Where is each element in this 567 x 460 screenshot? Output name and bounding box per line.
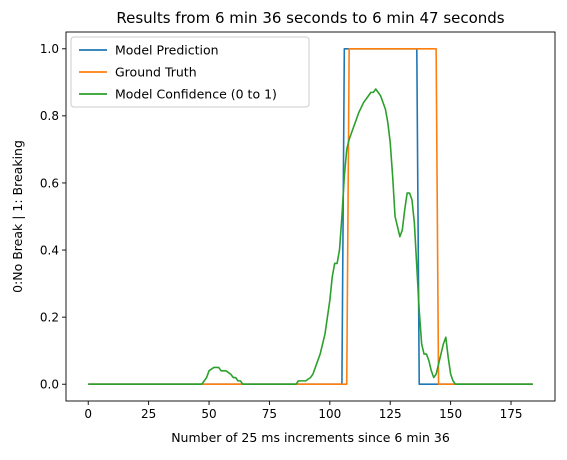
y-tick-label: 0.4	[40, 243, 59, 257]
y-axis-ticks: 0.0 0.2 0.4 0.6 0.8 1.0	[40, 42, 66, 391]
legend: Model Prediction Ground Truth Model Confid…	[71, 37, 309, 107]
x-tick-label: 0	[84, 407, 92, 421]
legend-label-3: Model Confidence (0 to 1)	[115, 87, 277, 102]
y-tick-label: 0.6	[40, 176, 59, 190]
series-line-3	[88, 89, 533, 384]
legend-label-2: Ground Truth	[115, 65, 197, 80]
y-tick-label: 1.0	[40, 42, 59, 56]
x-tick-label: 25	[141, 407, 156, 421]
chart-title: Results from 6 min 36 seconds to 6 min 4…	[116, 9, 504, 27]
legend-label-1: Model Prediction	[115, 43, 219, 58]
x-axis-label: Number of 25 ms increments since 6 min 3…	[171, 430, 450, 445]
x-tick-label: 100	[318, 407, 341, 421]
y-tick-label: 0.0	[40, 378, 59, 392]
x-tick-label: 125	[379, 407, 402, 421]
y-axis-label: 0:No Break | 1: Breaking	[10, 140, 25, 293]
y-tick-label: 0.8	[40, 109, 59, 123]
x-tick-label: 50	[201, 407, 216, 421]
x-tick-label: 75	[262, 407, 277, 421]
x-tick-label: 150	[439, 407, 462, 421]
x-tick-label: 175	[500, 407, 523, 421]
x-axis-ticks: 0 25 50 75 100 125 150 175	[84, 401, 522, 421]
y-tick-label: 0.2	[40, 310, 59, 324]
